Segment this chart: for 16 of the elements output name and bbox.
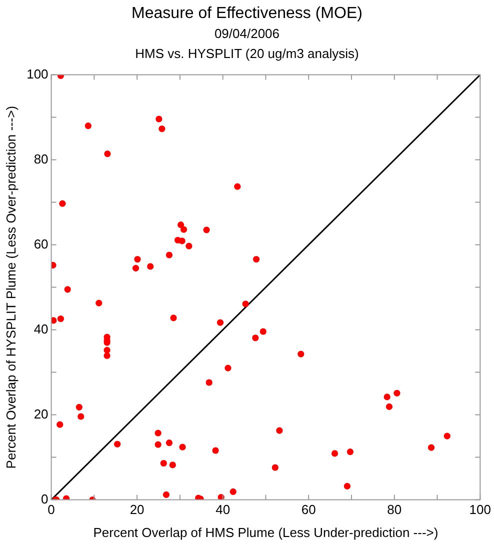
- y-tick-label: 20: [34, 406, 48, 422]
- y-axis-title: Percent Overlap of HYSPLIT Plume (Less Over-prediction --->): [3, 106, 18, 469]
- x-tick-label: 80: [387, 502, 402, 518]
- x-axis-title: Percent Overlap of HMS Plume (Less Under-prediction --->): [93, 524, 438, 540]
- y-tick-label: 100: [26, 66, 48, 82]
- x-tick-label: 60: [301, 502, 316, 518]
- x-tick-label: 20: [130, 502, 144, 518]
- y-tick-label: 80: [34, 151, 48, 166]
- chart-title: Measure of Effectiveness (MOE): [130, 4, 364, 24]
- y-tick-label: 40: [34, 321, 48, 336]
- x-tick-label: 40: [216, 502, 230, 518]
- y-tick-label: 60: [34, 236, 48, 252]
- x-tick-label: 100: [469, 502, 492, 518]
- text: 09/04/2006: [214, 26, 280, 41]
- y-tick-label: 0: [41, 491, 48, 506]
- text: HMS vs. HYSPLIT (20 ug/m3 analysis): [135, 46, 359, 61]
